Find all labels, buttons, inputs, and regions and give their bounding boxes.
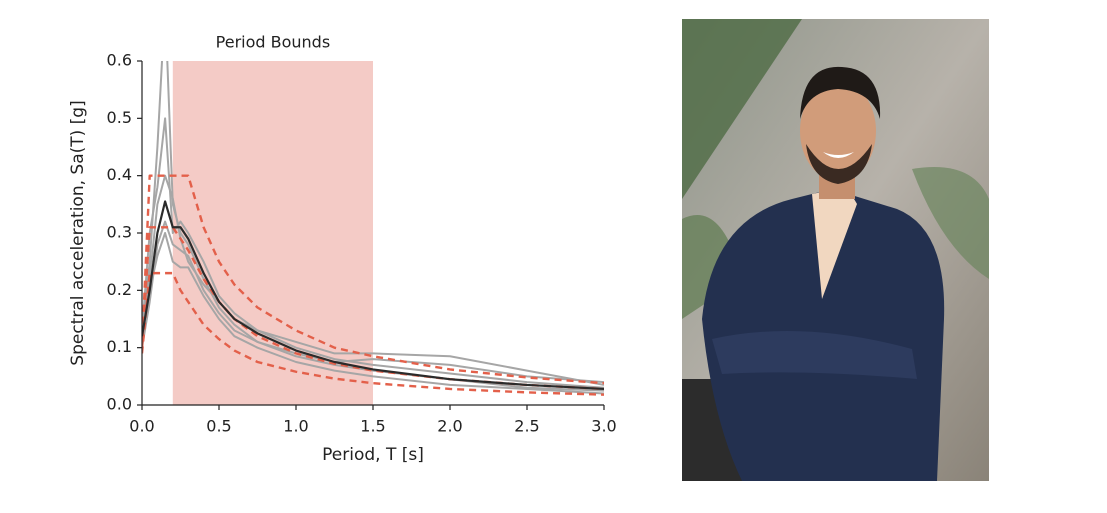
- chart: Period, T [s] Spectral acceleration, Sa(…: [68, 33, 617, 466]
- portrait-photo: [682, 19, 989, 481]
- y-tick-label: 0.1: [107, 337, 132, 356]
- plant-leaves: [682, 215, 742, 319]
- y-tick-label: 0.3: [107, 223, 132, 242]
- x-axis-title: Period, T [s]: [322, 445, 424, 465]
- plant-leaves: [682, 19, 802, 199]
- plant-leaves: [912, 167, 989, 279]
- line: [142, 200, 604, 391]
- hair: [800, 66, 881, 119]
- y-tick-label: 0.4: [107, 165, 132, 184]
- shirt: [812, 187, 857, 299]
- region-label: Period Bounds: [216, 33, 331, 52]
- x-tick-label: 0.0: [129, 417, 154, 436]
- y-axis-title: Spectral acceleration, Sa(T) [g]: [68, 100, 88, 365]
- x-tick-label: 3.0: [591, 417, 616, 436]
- line: [142, 117, 604, 389]
- crossed-arms: [712, 331, 917, 379]
- y-tick-label: 0.0: [107, 395, 132, 414]
- y-tick-label: 0.2: [107, 280, 132, 299]
- dashed-line: [142, 174, 604, 385]
- x-tick-label: 0.5: [206, 417, 231, 436]
- beard: [806, 144, 872, 184]
- x-tick-label: 1.0: [283, 417, 308, 436]
- smile: [823, 152, 854, 158]
- face: [800, 81, 876, 181]
- line-layer: [142, 61, 604, 396]
- line: [142, 232, 604, 395]
- dashed-line: [142, 271, 604, 396]
- y-tick-label: 0.6: [107, 51, 132, 70]
- x-tick-label: 2.0: [437, 417, 462, 436]
- y-tick-label: 0.5: [107, 108, 132, 127]
- x-tick-label: 2.5: [514, 417, 539, 436]
- x-tick-label: 1.5: [360, 417, 385, 436]
- line: [142, 61, 604, 384]
